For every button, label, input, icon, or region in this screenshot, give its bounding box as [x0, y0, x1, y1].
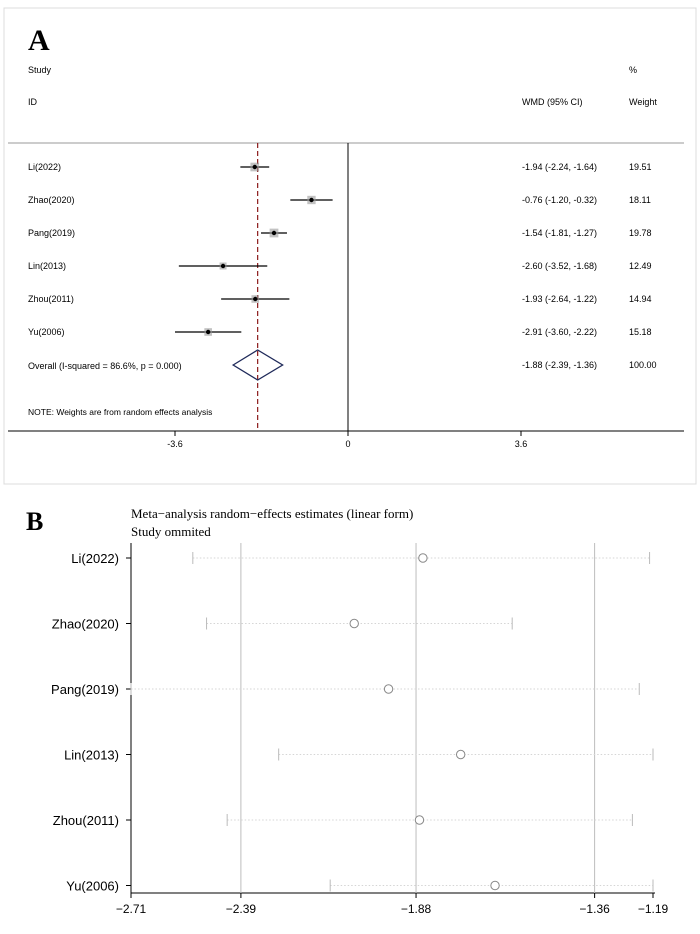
influence-x-tick-label: −1.19	[638, 902, 669, 916]
study-ci-text: -1.94 (-2.24, -1.64)	[522, 162, 597, 172]
influence-x-tick-label: −2.71	[116, 902, 147, 916]
influence-study-label: Lin(2013)	[64, 748, 119, 763]
study-point	[252, 164, 257, 170]
panel-a-letter: A	[28, 24, 50, 57]
overall-ci-text: -1.88 (-2.39, -1.36)	[522, 360, 597, 370]
study-point	[309, 197, 314, 203]
study-ci-text: -2.60 (-3.52, -1.68)	[522, 261, 597, 271]
study-label: Zhou(2011)	[28, 294, 74, 304]
forest-plot-area: Li(2022) -1.94 (-2.24, -1.64) 19.51 Zhao(20…	[28, 143, 657, 431]
panel-b-letter: B	[26, 507, 43, 536]
study-label: Yu(2006)	[28, 327, 65, 337]
study-ci-text: -1.54 (-1.81, -1.27)	[522, 228, 597, 238]
header-id: ID	[28, 97, 38, 107]
panel-b-title: Meta−analysis random−effects estimates (…	[131, 506, 413, 521]
influence-estimate-point	[455, 749, 466, 760]
study-weight: 15.18	[629, 327, 652, 337]
study-weight: 19.51	[629, 162, 652, 172]
influence-x-tick-label: −1.88	[401, 902, 432, 916]
study-ci-text: -1.93 (-2.64, -1.22)	[522, 294, 597, 304]
influence-estimate-point	[490, 880, 500, 891]
study-weight: 18.11	[629, 195, 651, 205]
study-label: Zhao(2020)	[28, 195, 75, 205]
study-point	[253, 296, 258, 302]
study-label: Pang(2019)	[28, 228, 75, 238]
study-weight: 19.78	[629, 228, 652, 238]
study-point	[205, 329, 211, 335]
study-weight: 14.94	[629, 294, 652, 304]
overall-weight: 100.00	[629, 360, 657, 370]
study-ci-text: -2.91 (-3.60, -2.22)	[522, 327, 597, 337]
forest-axis-ticks: -3.6 0 3.6	[167, 431, 527, 449]
influence-study-label: Li(2022)	[71, 551, 119, 566]
influence-plot-area: Li(2022) Zhao(2020) Pang(2019) Lin(2013) Zho…	[51, 543, 669, 916]
header-wmd: WMD (95% CI)	[522, 97, 583, 107]
study-point	[271, 230, 277, 236]
header-weight: Weight	[629, 97, 657, 107]
header-pct: %	[629, 65, 637, 75]
influence-estimate-point	[414, 815, 425, 825]
panel-b-subtitle: Study ommited	[131, 524, 211, 539]
study-ci-text: -0.76 (-1.20, -0.32)	[522, 195, 597, 205]
influence-x-tick-label: −2.39	[226, 902, 257, 916]
influence-x-tick-label: −1.36	[579, 902, 610, 916]
header-study: Study	[28, 65, 52, 75]
influence-study-label: Yu(2006)	[66, 879, 119, 894]
study-label: Lin(2013)	[28, 261, 66, 271]
influence-study-label: Zhou(2011)	[53, 813, 119, 828]
forest-x-tick-label: 3.6	[515, 439, 528, 449]
influence-estimate-point	[349, 618, 359, 629]
study-point	[220, 263, 226, 269]
panel-a-frame	[3, 7, 697, 485]
overall-label: Overall (I-squared = 86.6%, p = 0.000)	[28, 361, 182, 371]
overall-diamond	[231, 349, 284, 381]
influence-study-label: Pang(2019)	[51, 682, 119, 697]
influence-estimate-point	[383, 684, 394, 694]
study-label: Li(2022)	[28, 162, 61, 172]
influence-estimate-point	[418, 553, 428, 563]
weights-note: NOTE: Weights are from random effects an…	[28, 407, 212, 417]
influence-study-label: Zhao(2020)	[52, 617, 119, 632]
study-weight: 12.49	[629, 261, 652, 271]
forest-x-tick-label: -3.6	[167, 439, 183, 449]
forest-x-tick-label: 0	[345, 439, 350, 449]
